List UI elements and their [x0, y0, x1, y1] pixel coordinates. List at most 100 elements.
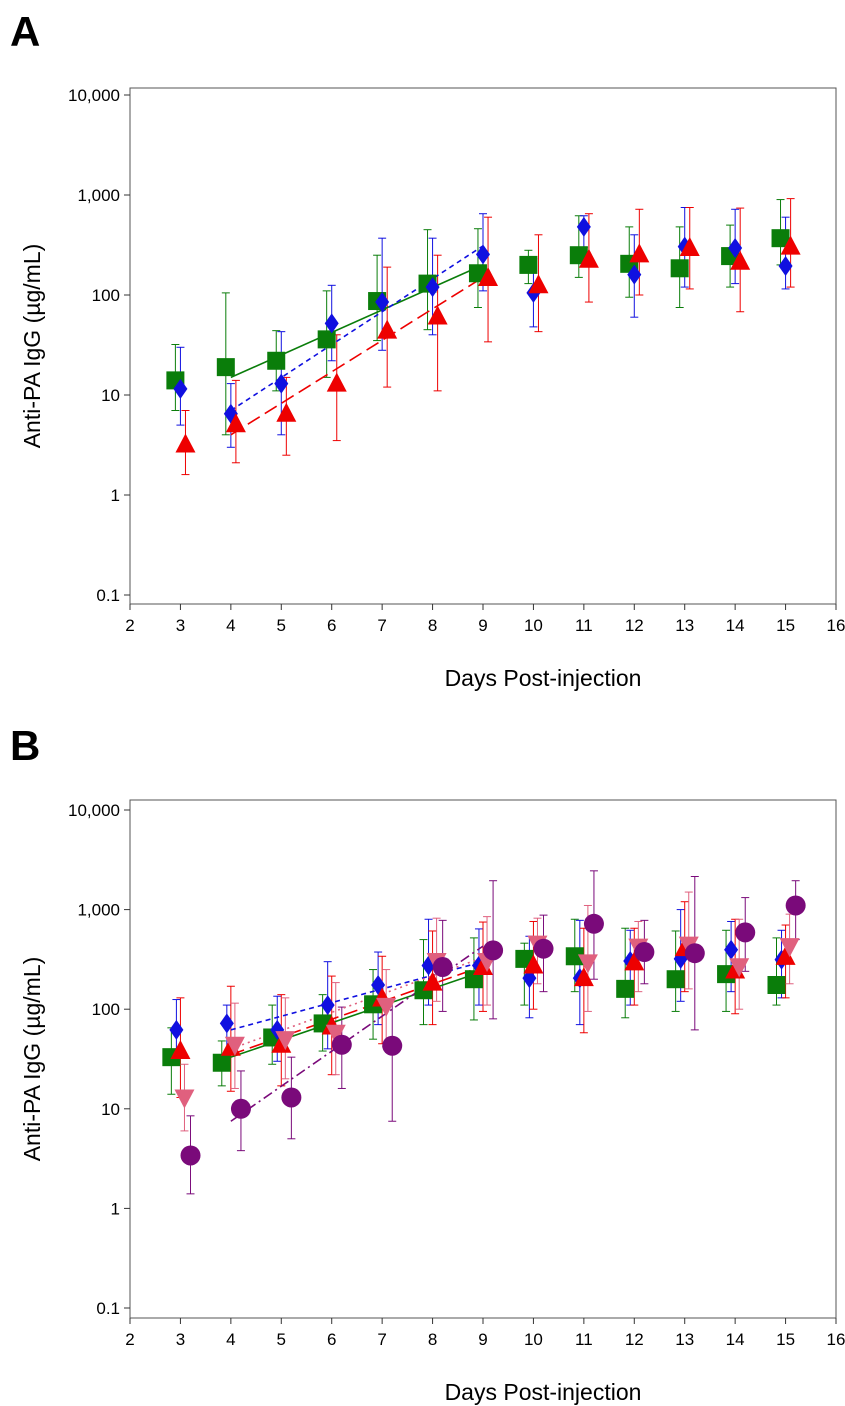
data-point-triangle-down	[577, 954, 598, 974]
data-point-triangle	[276, 402, 297, 422]
x-tick-label: 8	[428, 1330, 437, 1349]
data-point-square	[666, 970, 685, 989]
x-tick-label: 9	[478, 1330, 487, 1349]
data-point-square	[767, 975, 786, 994]
y-tick-label: 1	[111, 1199, 120, 1218]
fit-line-triangle	[230, 276, 484, 436]
x-tick-label: 4	[226, 1330, 235, 1349]
data-point-triangle	[523, 954, 544, 974]
data-point-triangle	[175, 433, 196, 453]
data-point-triangle	[679, 237, 700, 257]
data-point-diamond	[576, 216, 591, 237]
x-tick-label: 15	[776, 616, 795, 635]
data-point-square	[616, 979, 635, 998]
x-tick-label: 11	[575, 1330, 593, 1349]
data-point-triangle	[629, 243, 650, 263]
y-tick-label: 1,000	[77, 901, 120, 920]
data-point-square	[216, 358, 235, 377]
data-point-triangle	[422, 971, 443, 991]
data-point-diamond	[728, 238, 743, 259]
x-tick-label: 8	[428, 616, 437, 635]
data-point-triangle	[478, 266, 499, 286]
series-triangle-points	[175, 235, 801, 453]
series-triangle-down-points	[174, 935, 800, 1109]
data-point-diamond	[375, 292, 390, 313]
data-point-triangle	[427, 305, 448, 325]
x-tick-label: 16	[827, 1330, 845, 1349]
x-tick-label: 3	[176, 616, 185, 635]
data-point-diamond	[425, 277, 440, 298]
x-tick-label: 13	[675, 616, 694, 635]
x-axis-title: Days Post-injection	[445, 1379, 642, 1405]
data-point-diamond	[724, 939, 739, 960]
data-point-square	[565, 947, 584, 966]
x-tick-label: 5	[277, 616, 286, 635]
panel-letter-b: B	[10, 722, 41, 769]
data-point-diamond	[274, 373, 289, 394]
data-point-circle	[533, 938, 554, 959]
y-tick-label: 0.1	[96, 1299, 120, 1318]
data-point-square	[267, 351, 286, 370]
y-tick-label: 10,000	[68, 86, 120, 105]
fit-line-diamond	[230, 245, 484, 412]
data-point-square	[212, 1053, 231, 1072]
data-point-triangle	[780, 235, 801, 255]
y-tick-label: 100	[92, 286, 120, 305]
data-point-triangle	[624, 951, 645, 971]
plot-frame	[129, 799, 837, 1319]
data-point-square	[771, 229, 790, 248]
x-tick-label: 2	[125, 616, 134, 635]
data-point-square	[519, 255, 538, 274]
data-point-square	[670, 259, 689, 278]
data-point-circle	[583, 913, 604, 934]
y-tick-label: 10,000	[68, 801, 120, 820]
x-tick-label: 2	[125, 1330, 134, 1349]
y-tick-label: 1,000	[77, 186, 120, 205]
data-point-circle	[684, 943, 705, 964]
series-triangle-errorbars	[176, 901, 790, 1098]
y-tick-label: 1	[111, 486, 120, 505]
data-point-circle	[331, 1034, 352, 1055]
data-point-circle	[634, 942, 655, 963]
x-axis-title: Days Post-injection	[445, 665, 642, 691]
series-triangle-errorbars	[181, 198, 795, 476]
x-tick-label: 15	[776, 1330, 795, 1349]
x-tick-label: 10	[524, 616, 543, 635]
x-tick-label: 14	[726, 1330, 745, 1349]
data-point-triangle	[578, 248, 599, 268]
data-point-triangle	[528, 274, 549, 294]
data-point-diamond	[320, 995, 335, 1016]
series-square-points	[166, 229, 790, 390]
x-tick-label: 13	[675, 1330, 694, 1349]
series-square-errorbars	[171, 199, 785, 436]
x-tick-label: 6	[327, 1330, 336, 1349]
x-tick-label: 9	[478, 616, 487, 635]
series-circle-points	[180, 895, 806, 1166]
data-point-diamond	[476, 244, 490, 265]
x-tick-label: 10	[524, 1330, 543, 1349]
data-point-triangle-down	[376, 997, 397, 1017]
data-point-triangle-down	[275, 1031, 296, 1051]
data-point-triangle	[225, 413, 246, 433]
data-point-triangle-down	[224, 1036, 245, 1056]
y-axis-title: Anti-PA IgG (µg/mL)	[19, 957, 45, 1162]
data-point-triangle-down	[174, 1089, 195, 1109]
y-tick-label: 10	[101, 1100, 120, 1119]
data-point-circle	[180, 1145, 201, 1166]
data-point-triangle	[473, 956, 493, 976]
data-point-triangle	[170, 1040, 191, 1060]
chart-panel-a: 0.1 1 10 100 1,000 10,000 2 3 4 5 6 7 8 9 10 11 12 13 14 15…	[19, 86, 845, 691]
data-point-circle	[230, 1098, 251, 1119]
x-tick-label: 5	[277, 1330, 286, 1349]
x-tick-label: 7	[377, 1330, 386, 1349]
data-point-triangle	[730, 250, 751, 270]
data-point-circle	[382, 1035, 403, 1056]
data-point-diamond	[324, 313, 339, 334]
series-diamond-points	[173, 216, 793, 424]
data-point-diamond	[627, 264, 642, 285]
x-tick-label: 4	[226, 616, 235, 635]
data-point-triangle	[326, 372, 347, 392]
x-tick-label: 12	[625, 616, 644, 635]
data-point-circle	[281, 1087, 302, 1108]
